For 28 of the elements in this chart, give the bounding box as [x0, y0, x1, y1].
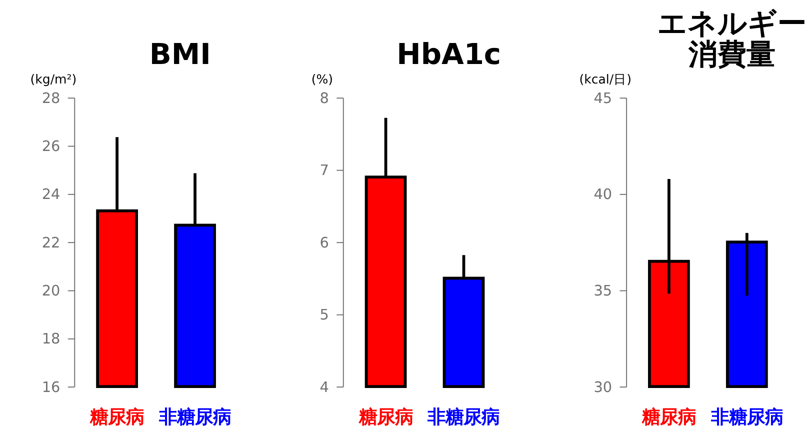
y-tick-label: 6: [320, 235, 329, 252]
y-tick-label: 26: [42, 139, 60, 156]
y-tick-label: 7: [320, 163, 329, 180]
x-tick-label: 糖尿病: [640, 407, 696, 428]
x-tick-label: 非糖尿病: [710, 407, 783, 428]
y-tick-label: 5: [320, 308, 329, 324]
chart-title: エネルギー消費量: [658, 6, 807, 71]
y-tick-label: 18: [42, 332, 60, 348]
y-tick-label: 8: [320, 90, 329, 107]
y-tick-label: 45: [594, 90, 612, 107]
y-tick-label: 24: [42, 187, 60, 204]
y-tick-label: 28: [42, 90, 60, 107]
y-axis-title: (kg/m²): [30, 72, 77, 87]
chart-title: BMI: [149, 36, 211, 71]
y-tick-label: 4: [320, 380, 329, 396]
chart-title: HbA1c: [396, 36, 502, 71]
y-tick-label: 20: [42, 284, 60, 300]
x-tick-label: 非糖尿病: [426, 407, 500, 428]
x-tick-label: 非糖尿病: [158, 407, 232, 428]
y-tick-label: 35: [594, 284, 612, 300]
y-tick-label: 40: [594, 187, 612, 204]
x-tick-label: 糖尿病: [89, 407, 144, 428]
y-tick-label: 16: [42, 380, 60, 396]
y-tick-label: 30: [594, 380, 612, 396]
y-axis-title: (%): [311, 72, 334, 87]
x-tick-label: 糖尿病: [358, 407, 413, 428]
y-tick-label: 22: [42, 235, 60, 252]
y-axis-title: (kcal/日): [579, 72, 632, 87]
